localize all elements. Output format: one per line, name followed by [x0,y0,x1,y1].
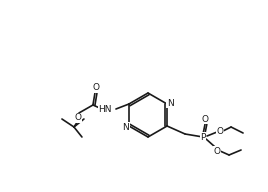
Text: O: O [92,84,99,93]
Text: O: O [202,114,209,123]
Text: O: O [214,146,221,156]
Text: P: P [200,132,206,142]
Text: N: N [122,122,129,132]
Text: N: N [167,98,173,108]
Text: O: O [75,113,81,122]
Text: HN: HN [98,104,112,113]
Text: O: O [217,127,224,136]
